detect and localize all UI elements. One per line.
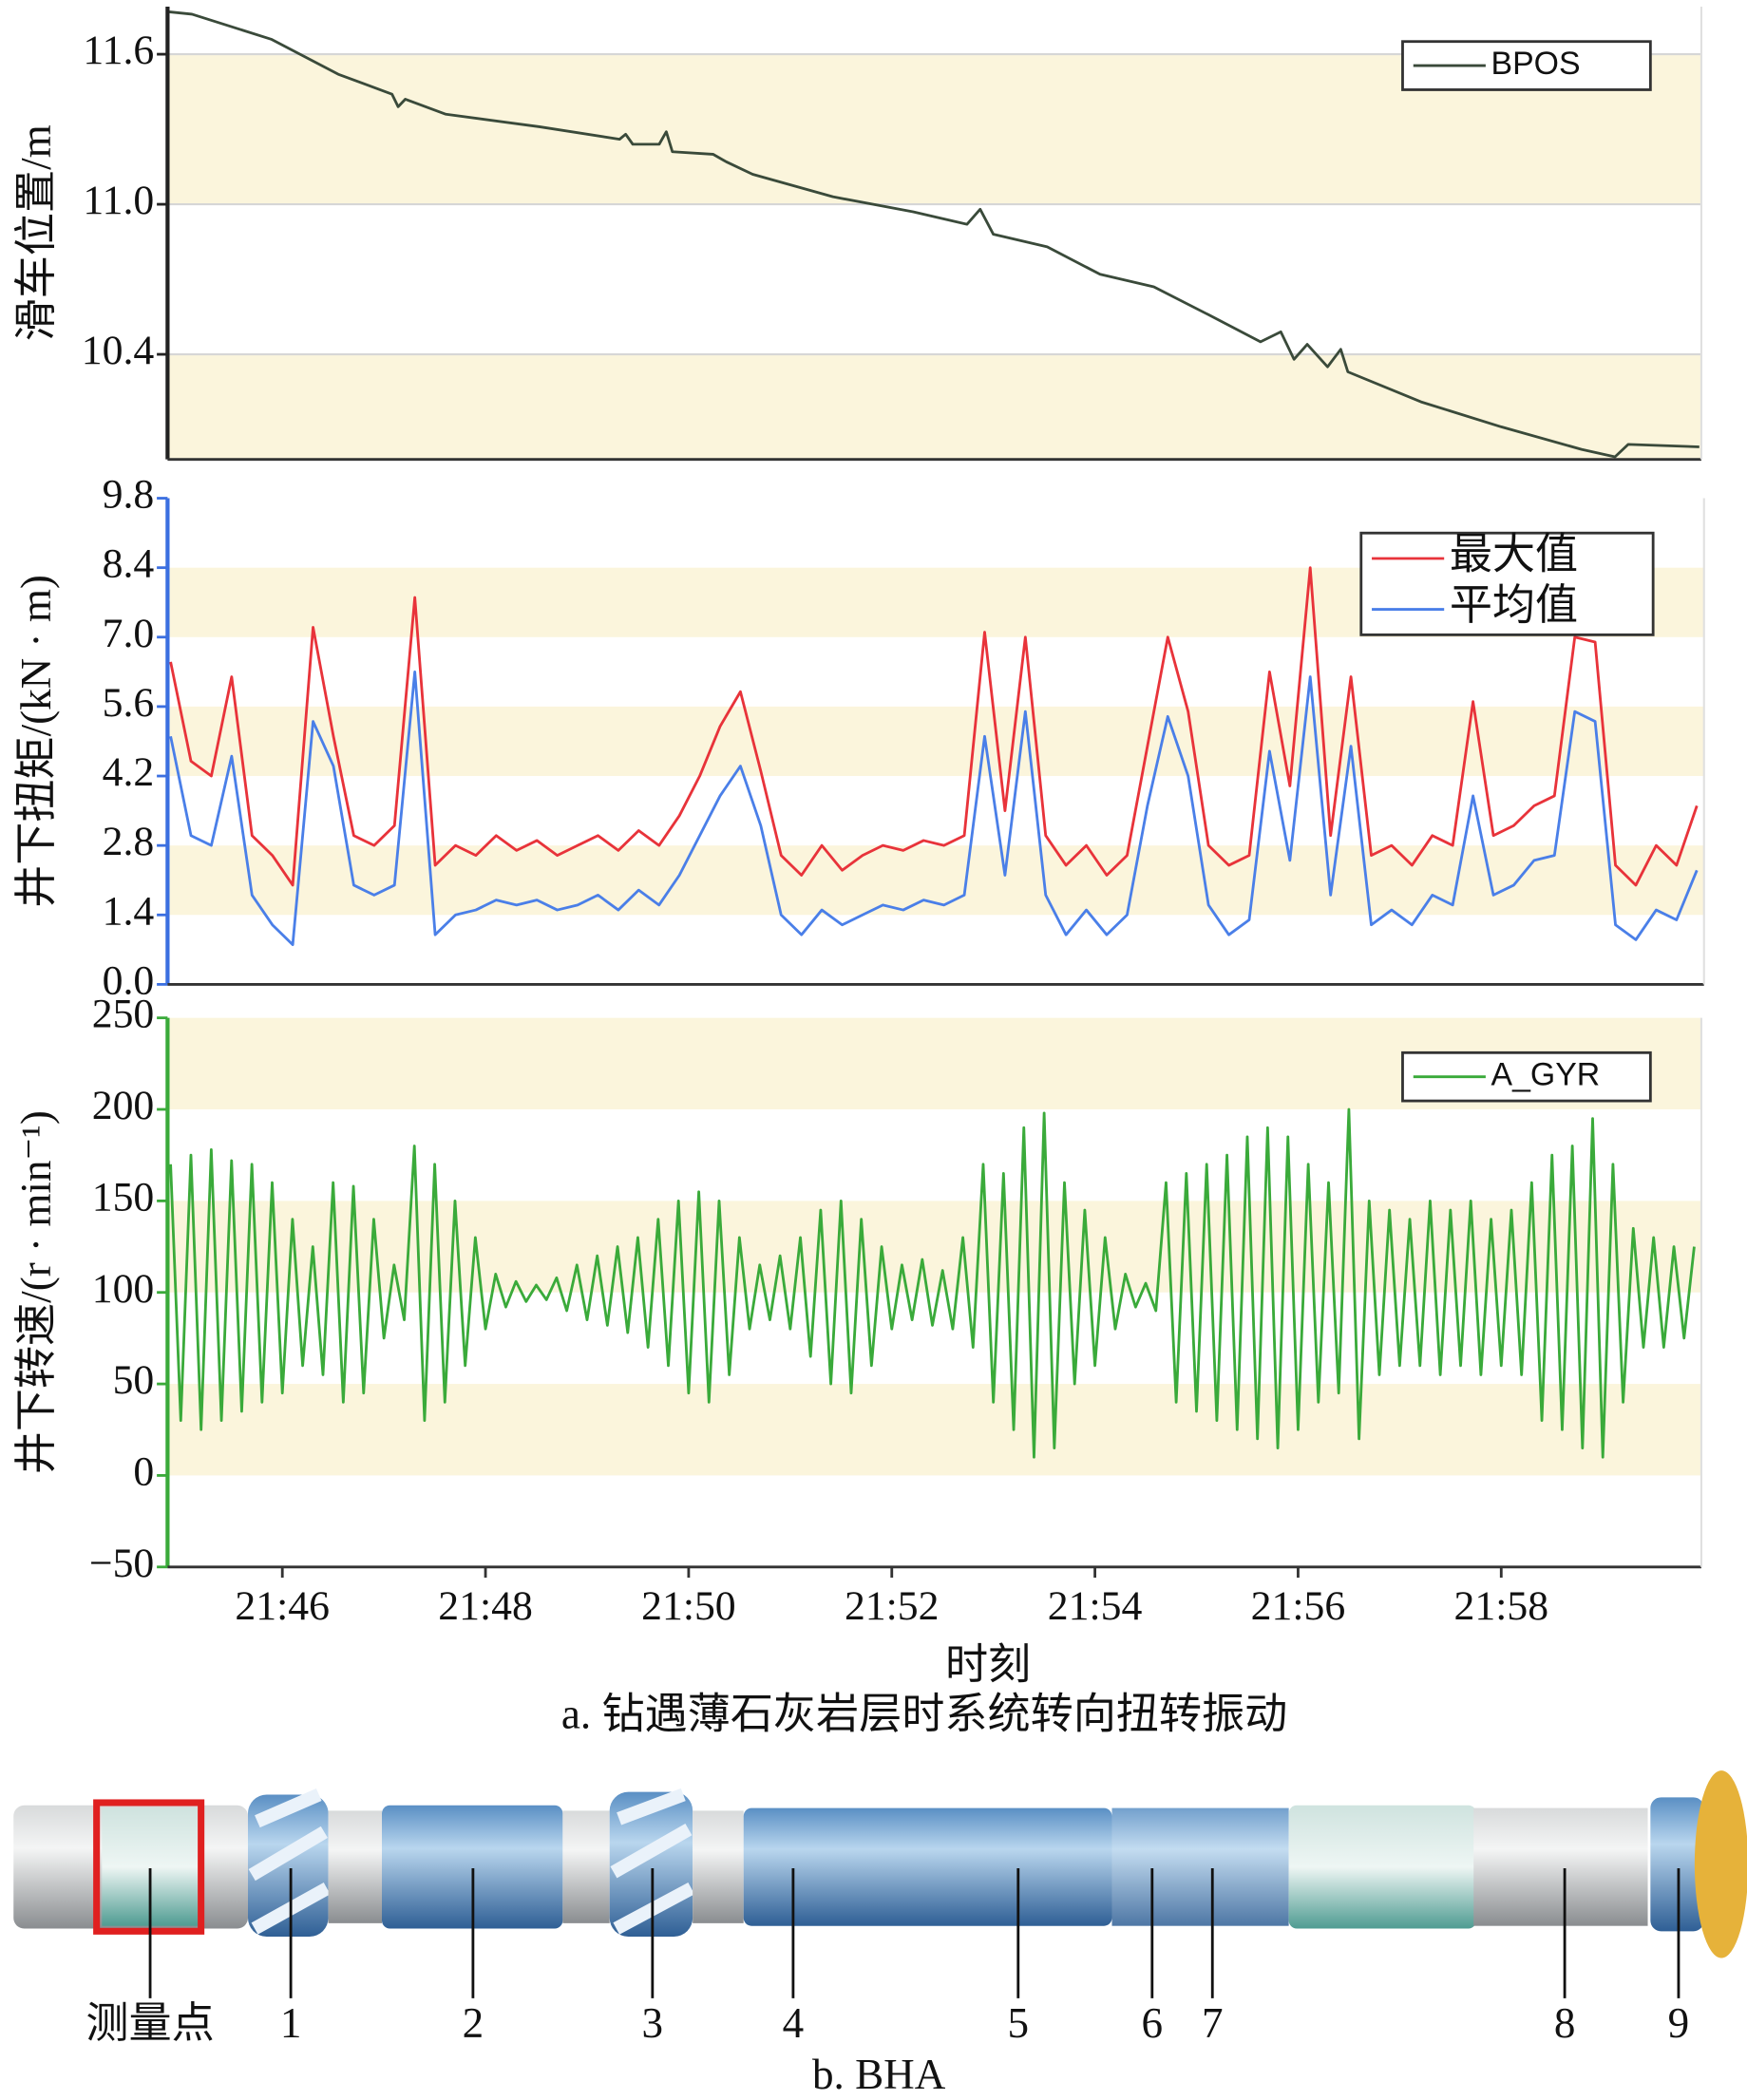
y-tick-label: 150 (92, 1174, 155, 1220)
x-tick-label: 21:58 (1454, 1583, 1549, 1629)
legend-label: A_GYR (1491, 1057, 1601, 1093)
x-axis-label: 时刻 (945, 1640, 1031, 1688)
bha-caption: b. BHA (812, 2051, 946, 2098)
figure-caption: a. 钻遇薄石灰岩层时系统转向扭转振动 (561, 1690, 1287, 1737)
y-tick-label: 9.8 (103, 472, 155, 518)
measure-box (93, 1799, 205, 1935)
band (167, 354, 1701, 460)
pipe-segment (743, 1807, 1112, 1926)
part-label: 4 (783, 1999, 805, 2047)
legend-label: 最大值 (1450, 530, 1578, 577)
part-label: 1 (280, 1999, 302, 2047)
y-tick-label: 10.4 (82, 328, 155, 373)
part-label: 5 (1008, 1999, 1030, 2047)
y-tick-label: 5.6 (103, 680, 155, 726)
y-tick-label: 50 (113, 1357, 155, 1403)
x-tick-label: 21:56 (1251, 1583, 1346, 1629)
part-label: 测量点 (85, 1999, 214, 2047)
legend-box (1359, 531, 1655, 636)
y-tick-label: −50 (89, 1541, 154, 1586)
x-tick-label: 21:54 (1048, 1583, 1143, 1629)
y-tick-label: 8.4 (103, 541, 155, 587)
band (167, 706, 1704, 777)
data-line (169, 670, 1699, 947)
bha-drawing (13, 1770, 1747, 1958)
y-tick-label: 100 (92, 1266, 155, 1312)
y-tick-label: 0.0 (103, 957, 155, 1003)
part-label: 7 (1202, 1999, 1224, 2047)
pipe-segment (382, 1805, 563, 1929)
pipe-segment (1650, 1797, 1704, 1932)
pipe-segment (328, 1810, 383, 1923)
data-line (167, 9, 1700, 459)
part-label: 9 (1668, 1999, 1690, 2047)
part-label: 6 (1142, 1999, 1164, 2047)
y-tick-label: 11.0 (83, 178, 154, 223)
y-tick-label: 7.0 (103, 611, 155, 656)
data-line (169, 566, 1699, 887)
y-tick-label: 0 (133, 1448, 154, 1494)
legend-label: BPOS (1491, 46, 1581, 82)
part-label: 2 (463, 1999, 484, 2047)
x-tick-label: 21:48 (438, 1583, 533, 1629)
x-tick-label: 21:52 (845, 1583, 940, 1629)
y-axis-label: 井下扭矩/(kN · m) (12, 575, 60, 908)
drill-bit (1694, 1770, 1747, 1958)
pipe-segment (1288, 1805, 1477, 1929)
pipe-segment (693, 1810, 744, 1923)
y-tick-label: 4.2 (103, 749, 155, 795)
part-label: 8 (1554, 1999, 1576, 2047)
y-tick-label: 200 (92, 1083, 155, 1128)
data-line (169, 1107, 1696, 1459)
legend-label: 平均值 (1450, 581, 1578, 629)
y-tick-label: 250 (92, 992, 155, 1037)
y-tick-label: 2.8 (103, 819, 155, 864)
y-axis-label: 井下转速/(r · min⁻¹) (12, 1110, 60, 1474)
pipe-segment (1473, 1807, 1648, 1926)
pipe-segment (1111, 1807, 1289, 1926)
y-tick-label: 11.6 (83, 28, 154, 73)
x-tick-label: 21:46 (235, 1583, 330, 1629)
band (167, 1384, 1701, 1476)
part-label: 3 (642, 1999, 664, 2047)
y-axis-label: 滑车位置/m (12, 124, 60, 341)
y-tick-label: 1.4 (103, 888, 155, 934)
pipe-segment (562, 1810, 610, 1923)
x-tick-label: 21:50 (641, 1583, 736, 1629)
